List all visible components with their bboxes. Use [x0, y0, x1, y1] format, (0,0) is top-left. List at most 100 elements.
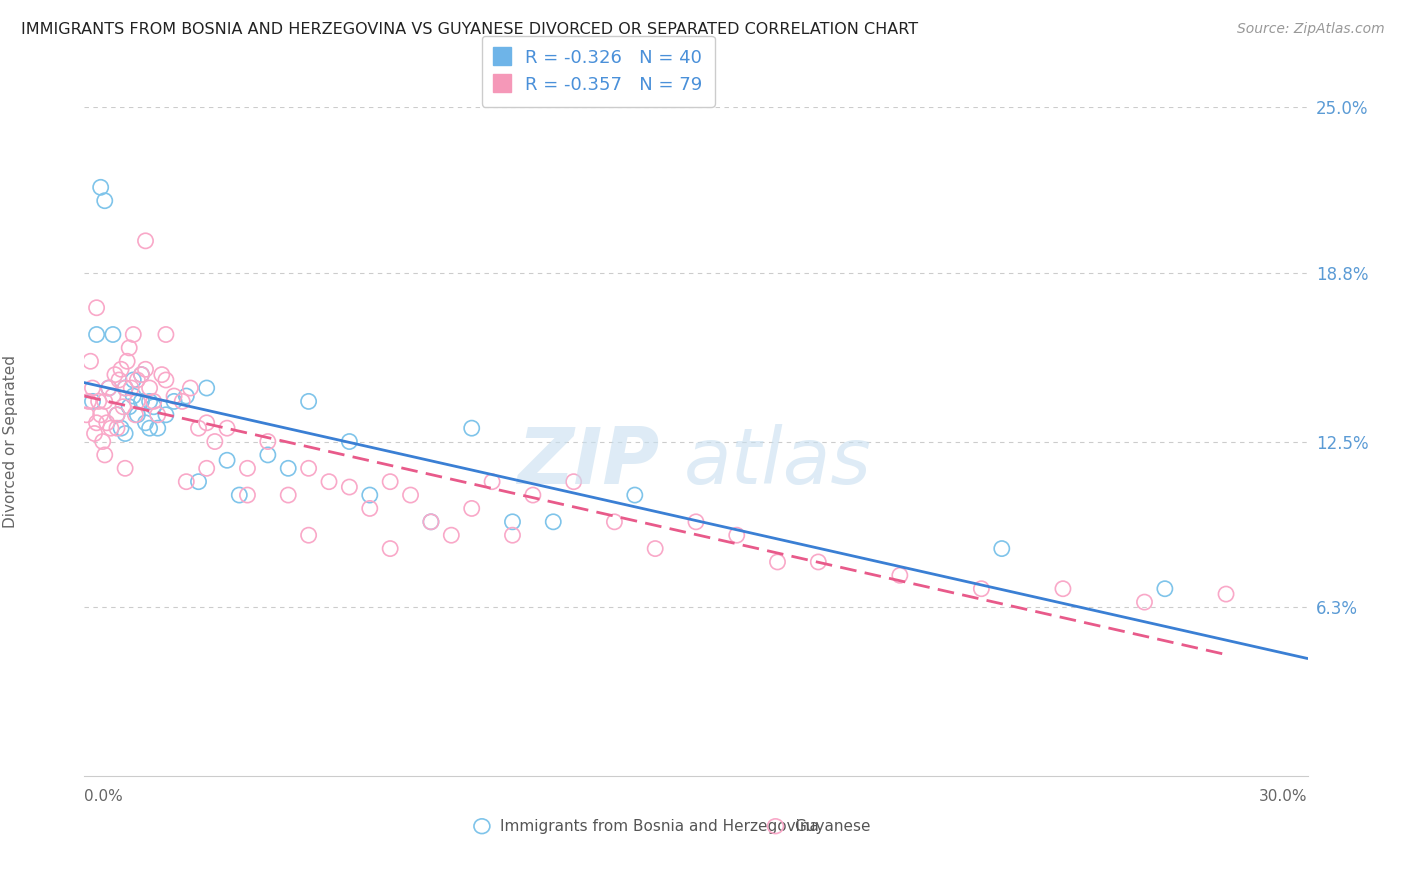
Point: [298, 394, 321, 409]
Point: [970, 582, 993, 596]
Point: [127, 394, 149, 409]
Point: [1215, 587, 1237, 601]
Point: [101, 327, 124, 342]
Point: [118, 341, 141, 355]
Point: [96, 416, 118, 430]
Point: [82, 381, 104, 395]
Point: [75, 408, 97, 422]
Point: [77, 394, 100, 409]
Point: [90, 408, 112, 422]
Point: [257, 434, 280, 449]
Point: [86, 327, 108, 342]
Point: [131, 368, 153, 382]
Point: [155, 327, 177, 342]
Point: [87, 394, 110, 409]
Point: [461, 501, 484, 516]
Point: [135, 416, 157, 430]
Point: [359, 488, 381, 502]
Point: [298, 461, 321, 475]
Point: [135, 234, 157, 248]
Point: [79, 354, 101, 368]
Point: [195, 461, 218, 475]
Point: [138, 381, 160, 395]
Point: [118, 400, 141, 414]
Point: [114, 426, 136, 441]
Point: [155, 373, 177, 387]
Point: [603, 515, 626, 529]
Point: [174, 475, 197, 489]
Point: [155, 408, 177, 422]
Point: [179, 381, 201, 395]
Point: [766, 555, 789, 569]
Point: [172, 394, 194, 409]
Point: [543, 515, 565, 529]
Point: [889, 568, 911, 582]
Point: [108, 373, 131, 387]
Point: [142, 400, 165, 414]
Point: [131, 394, 153, 409]
Point: [104, 368, 127, 382]
Point: [114, 461, 136, 475]
Point: [82, 394, 104, 409]
Point: [277, 488, 299, 502]
Text: Guyanese: Guyanese: [794, 819, 870, 834]
Point: [1133, 595, 1156, 609]
Point: [204, 434, 226, 449]
Point: [217, 453, 239, 467]
Text: Source: ZipAtlas.com: Source: ZipAtlas.com: [1237, 22, 1385, 37]
Point: [146, 408, 169, 422]
Point: [101, 389, 124, 403]
Point: [236, 488, 259, 502]
Text: IMMIGRANTS FROM BOSNIA AND HERZEGOVINA VS GUYANESE DIVORCED OR SEPARATED CORRELA: IMMIGRANTS FROM BOSNIA AND HERZEGOVINA V…: [21, 22, 918, 37]
Point: [131, 368, 153, 382]
Point: [644, 541, 666, 556]
Point: [236, 461, 259, 475]
Point: [163, 394, 186, 409]
Text: 0.0%: 0.0%: [84, 789, 124, 805]
Point: [93, 394, 115, 409]
Point: [440, 528, 463, 542]
Point: [105, 408, 128, 422]
Point: [187, 421, 209, 435]
Point: [122, 373, 145, 387]
Point: [135, 362, 157, 376]
Point: [86, 416, 108, 430]
Point: [115, 354, 138, 368]
Point: [991, 541, 1014, 556]
Text: atlas: atlas: [683, 424, 872, 500]
Text: Immigrants from Bosnia and Herzegovina: Immigrants from Bosnia and Herzegovina: [501, 819, 820, 834]
Point: [110, 421, 132, 435]
Point: [624, 488, 647, 502]
Point: [105, 421, 128, 435]
Point: [277, 461, 299, 475]
Point: [1154, 582, 1177, 596]
Point: [110, 362, 132, 376]
Point: [399, 488, 422, 502]
Point: [195, 381, 218, 395]
Point: [122, 327, 145, 342]
Text: ZIP: ZIP: [517, 424, 659, 500]
Point: [502, 515, 524, 529]
Point: [339, 434, 361, 449]
Point: [100, 421, 122, 435]
Legend: R = -0.326   N = 40, R = -0.357   N = 79: R = -0.326 N = 40, R = -0.357 N = 79: [481, 36, 714, 107]
Point: [93, 448, 115, 462]
Point: [90, 180, 112, 194]
Point: [97, 381, 120, 395]
Point: [217, 421, 239, 435]
Point: [725, 528, 748, 542]
Point: [97, 381, 120, 395]
Point: [138, 421, 160, 435]
Point: [91, 434, 114, 449]
Point: [502, 528, 524, 542]
Point: [124, 408, 146, 422]
Point: [807, 555, 830, 569]
Point: [257, 448, 280, 462]
Point: [146, 421, 169, 435]
Point: [318, 475, 340, 489]
Point: [120, 381, 142, 395]
Text: Divorced or Separated: Divorced or Separated: [3, 355, 18, 528]
Point: [339, 480, 361, 494]
Point: [228, 488, 250, 502]
Point: [461, 421, 484, 435]
